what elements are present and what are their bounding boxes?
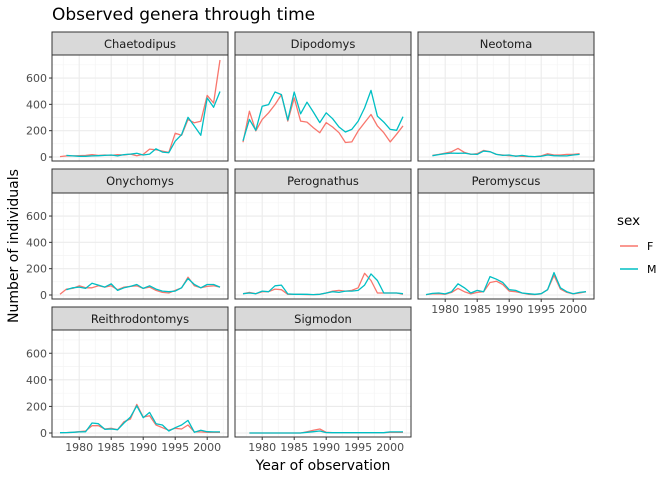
legend-label: F	[647, 240, 653, 253]
panel-border	[51, 192, 229, 300]
legend-entry-m: M	[620, 263, 657, 276]
facet-strip-label: Dipodomys	[291, 37, 356, 51]
facet-chaetodipus: Chaetodipus 0 200 400 600	[26, 31, 229, 164]
gridlines	[52, 193, 228, 299]
facet-strip-label: Neotoma	[480, 37, 533, 51]
gridlines	[418, 55, 594, 161]
y-tick-label: 600	[26, 210, 47, 223]
facet-dipodomys: Dipodomys	[234, 31, 412, 162]
x-tick-label: 2000	[193, 441, 221, 454]
series-line-m	[66, 277, 221, 293]
x-tick-label: 1985	[463, 303, 491, 316]
panel-background	[235, 55, 411, 161]
x-tick-label: 1990	[495, 303, 523, 316]
x-axis-title: Year of observation	[255, 458, 391, 474]
panel-border	[51, 54, 229, 162]
gridlines	[418, 193, 594, 299]
x-tick-label: 1980	[65, 441, 93, 454]
x-tick-label: 1985	[280, 441, 308, 454]
gridlines	[52, 55, 228, 161]
legend-label: M	[647, 263, 657, 276]
y-tick-label: 0	[40, 427, 47, 440]
legend-title: sex	[617, 213, 640, 229]
facet-strip-label: Onychomys	[106, 174, 174, 188]
y-tick-label: 400	[26, 236, 47, 249]
y-tick-label: 200	[26, 263, 47, 276]
panel-border	[234, 192, 412, 300]
series-line-m	[242, 89, 404, 141]
x-tick-label: 1985	[97, 441, 125, 454]
facet-strip-label: Reithrodontomys	[91, 312, 189, 326]
y-tick-label: 400	[26, 98, 47, 111]
x-tick-label: 1990	[129, 441, 157, 454]
x-tick-label: 1990	[312, 441, 340, 454]
facet-strip-label: Peromyscus	[472, 174, 541, 188]
legend-entries: FM	[620, 240, 657, 276]
facet-strip-label: Sigmodon	[294, 312, 352, 326]
series-line-f	[242, 93, 404, 144]
facet-reithrodontomys: Reithrodontomys 0 200 400 600 1980 1985 1990 199…	[26, 306, 229, 454]
x-tick-label: 1980	[431, 303, 459, 316]
facet-perognathus: Perognathus	[234, 168, 412, 300]
x-tick-label: 2000	[559, 303, 587, 316]
x-tick-label: 2000	[376, 441, 404, 454]
facet-onychomys: Onychomys 0 200 400 600	[26, 168, 229, 302]
facet-neotoma: Neotoma	[417, 31, 595, 162]
panel-background	[52, 330, 228, 437]
y-tick-label: 200	[26, 400, 47, 413]
panel-background	[235, 193, 411, 299]
legend-entry-f: F	[620, 240, 653, 253]
x-tick-label: 1995	[344, 441, 372, 454]
series-line-m	[66, 91, 221, 157]
facet-strip	[51, 168, 229, 194]
facet-strip-label: Perognathus	[287, 174, 359, 188]
panel-background	[52, 193, 228, 299]
facet-strip	[234, 168, 412, 194]
legend: sex FM	[617, 213, 657, 276]
series-line-m	[425, 271, 587, 296]
facet-strip	[417, 168, 595, 194]
x-tick-label: 1995	[161, 441, 189, 454]
series-line-m	[59, 405, 220, 434]
y-tick-label: 600	[26, 72, 47, 85]
series-line-m	[242, 273, 404, 296]
facets-layer: Chaetodipus 0 200 400 600 Dipodomys Neotoma Ony…	[26, 31, 595, 454]
facet-strip-label: Chaetodipus	[104, 37, 176, 51]
series-line-m	[432, 150, 580, 158]
panel-background	[52, 55, 228, 161]
series-line-f	[59, 59, 221, 158]
x-tick-label: 1995	[527, 303, 555, 316]
panel-border	[234, 54, 412, 162]
facet-sigmodon: Sigmodon 1980 1985 1990 1995 2000	[234, 306, 412, 454]
panel-background	[418, 55, 594, 161]
panel-border	[417, 192, 595, 300]
y-tick-label: 200	[26, 125, 47, 138]
y-tick-label: 400	[26, 374, 47, 387]
y-tick-label: 0	[40, 151, 47, 164]
panel-border	[51, 329, 229, 438]
panel-background	[418, 193, 594, 299]
x-tick-label: 1980	[248, 441, 276, 454]
panel-border	[234, 329, 412, 438]
gridlines	[235, 193, 411, 299]
panel-background	[235, 330, 411, 437]
facet-peromyscus: Peromyscus 1980 1985 1990 1995 2000	[417, 168, 595, 316]
series-line-m	[249, 430, 403, 434]
y-tick-label: 600	[26, 347, 47, 360]
y-tick-label: 0	[40, 289, 47, 302]
panel-border	[417, 54, 595, 162]
y-axis-title: Number of individuals	[6, 169, 22, 323]
chart-title: Observed genera through time	[52, 5, 315, 25]
